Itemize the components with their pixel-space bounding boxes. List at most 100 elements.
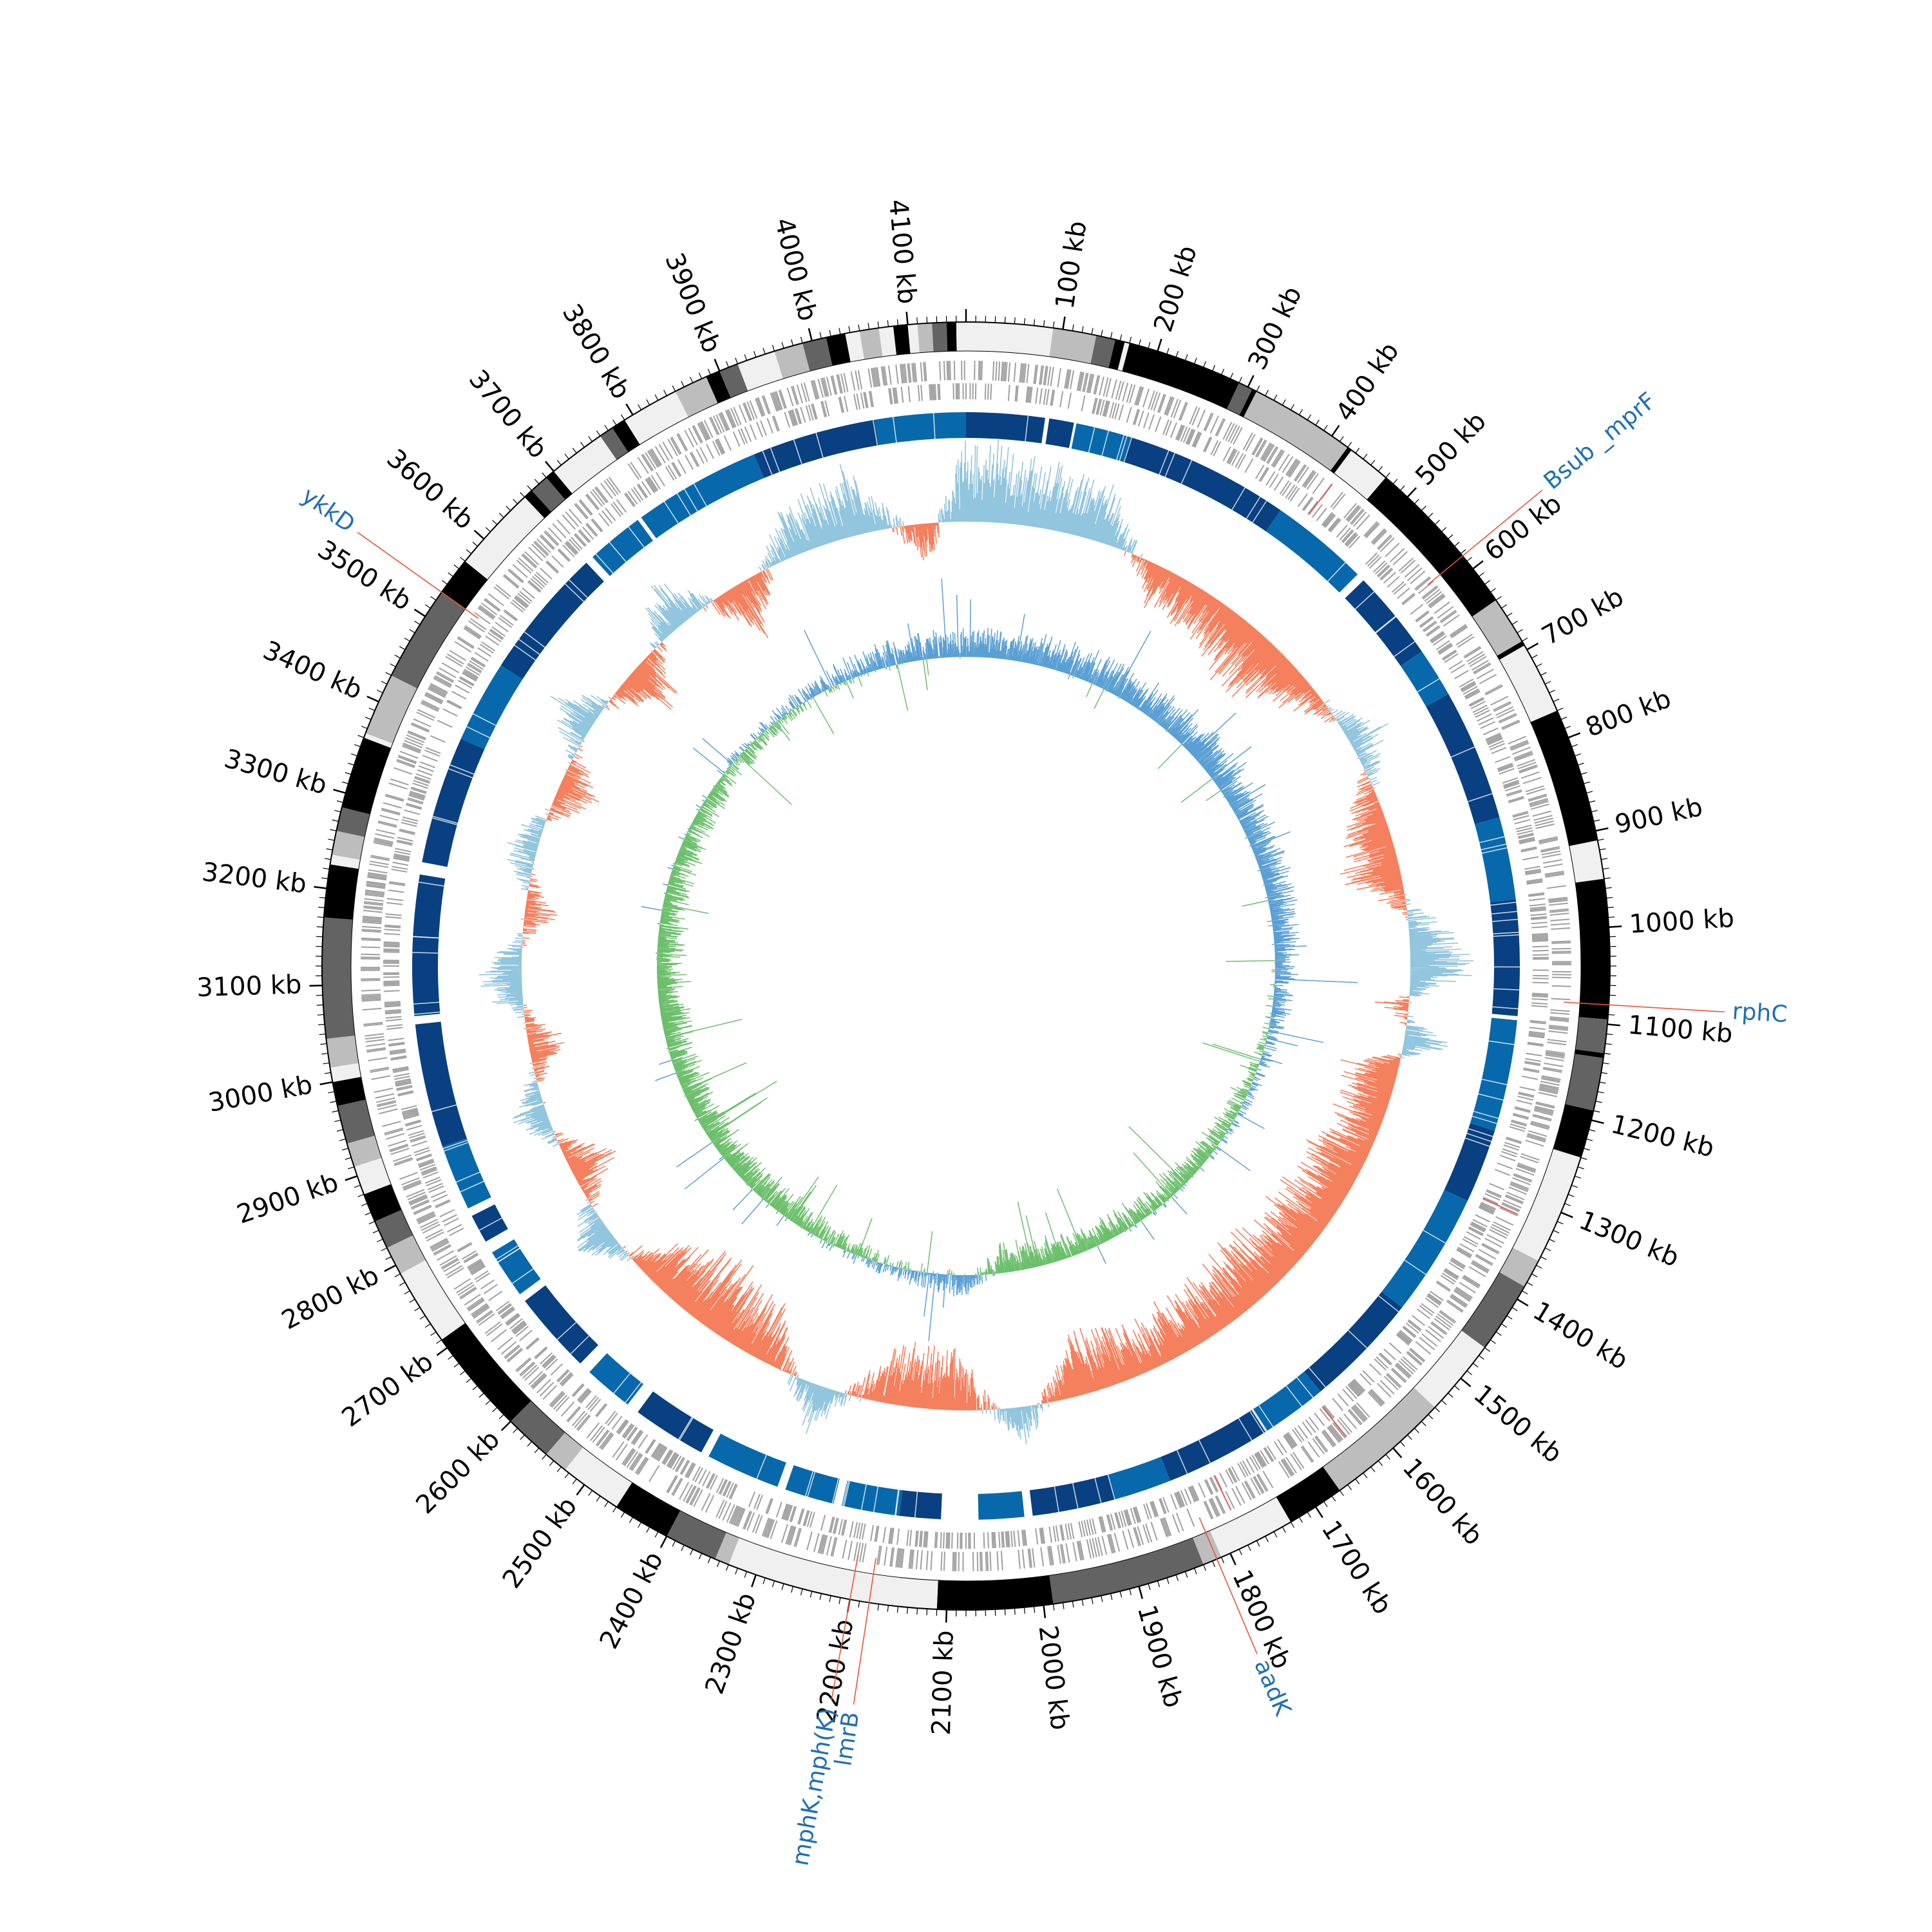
blast-gap-line [556,1321,577,1340]
major-tick [1591,1119,1604,1124]
minor-tick [1593,1110,1600,1113]
tick-label: 1100 kb [1627,1010,1734,1049]
minor-tick [867,323,870,330]
major-tick [1472,560,1484,570]
contig-segment [917,323,934,353]
blast-gap-line [432,817,458,826]
minor-tick [564,453,569,460]
minor-tick [1414,498,1419,504]
minor-tick [336,1129,343,1132]
minor-tick [829,1595,831,1602]
minor-tick [1593,819,1600,822]
minor-tick [1378,466,1383,472]
blast-gap-line [413,936,439,939]
contig-segment [706,371,731,404]
blast-band [1444,1122,1495,1201]
gene-label: rphC [1732,998,1788,1028]
minor-tick [342,781,349,784]
minor-tick [744,1571,748,1578]
blast-band [415,1021,467,1147]
minor-tick [1571,744,1578,748]
blast-band [422,739,485,867]
major-tick [1526,642,1539,650]
major-tick [1229,1553,1236,1566]
blast-gap-line [1492,1006,1519,1010]
tick-label: 4000 kb [769,215,823,324]
tick-label: 200 kb [1148,242,1203,336]
blast-gap-line [524,631,545,648]
contig-segment [322,917,355,1039]
minor-tick [472,1385,478,1390]
blast-gap-line [793,439,802,464]
contig-segment [1499,1247,1539,1287]
blast-gap-line [1394,641,1416,658]
blast-gap-line [1481,843,1507,851]
minor-tick [319,1033,326,1036]
minor-tick [1072,324,1074,331]
minor-tick [365,1212,372,1216]
minor-tick [492,520,498,526]
blast-band [899,1490,942,1520]
minor-tick [1184,1571,1188,1578]
minor-tick [1549,1238,1555,1242]
gene-feature-marks [360,360,1572,1572]
tick-label: 3700 kb [463,365,553,464]
blast-gap-line [595,553,614,574]
minor-tick [1428,513,1434,518]
minor-tick [1511,1307,1518,1312]
blast-gap-line [1466,1133,1492,1142]
minor-tick [588,436,593,442]
blast-gap-line [1375,616,1396,634]
minor-tick [1608,916,1615,918]
minor-tick [385,672,392,676]
minor-tick [478,1392,484,1398]
minor-tick [887,1605,889,1612]
minor-tick [1129,1589,1132,1596]
minor-tick [1571,1184,1578,1188]
contig-segment [624,391,689,445]
blast-gap-line [1245,496,1261,519]
blast-gap-line [1493,931,1519,934]
minor-tick [1091,328,1094,335]
blast-gap-line [1176,1450,1188,1474]
blast-band [471,1204,508,1242]
minor-tick [498,1414,504,1419]
minor-tick [1138,339,1141,346]
gene-label: ykkD [297,482,360,538]
blast-gap-line [892,417,897,443]
minor-tick [1212,365,1216,372]
blast-band [1265,510,1358,593]
blast-band [492,1239,541,1294]
contig-segment [826,333,851,366]
blast-gap-line [1116,435,1124,460]
minor-tick [1175,1575,1179,1581]
blast-band [1303,1291,1402,1392]
minor-tick [1315,419,1320,426]
minor-tick [357,735,365,738]
minor-tick [1307,414,1312,421]
blast-gap-line [1481,1079,1508,1086]
blast-gap-line [914,1492,918,1518]
blast-gap-line [873,1486,879,1513]
gc-content-negative [522,522,1410,1411]
contig-segment [332,831,365,860]
minor-tick [527,485,533,491]
blast-gap-line [1491,911,1517,914]
major-tick [1607,1023,1620,1027]
minor-tick [604,1501,609,1508]
contig-segment [330,855,361,869]
blast-band [525,1285,598,1364]
tick-label: 3200 kb [200,857,308,899]
minor-tick [1526,1282,1533,1286]
minor-tick [1602,867,1609,870]
minor-tick [1273,1531,1278,1538]
blast-gap-line [1252,1409,1267,1432]
contig-segment [1108,339,1125,370]
minor-tick [404,638,410,642]
minor-tick [672,1540,676,1547]
gene-highlight-mark [1321,1406,1347,1437]
blast-gap-line [1492,918,1518,922]
major-tick [413,609,426,618]
blast-gap-line [414,1011,440,1015]
minor-tick [800,336,803,343]
